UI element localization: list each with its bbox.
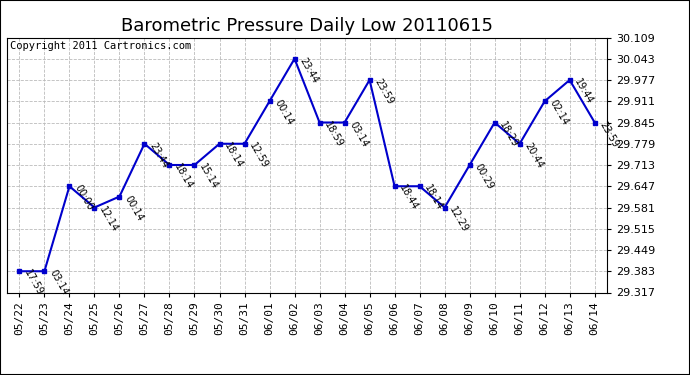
Text: 18:14: 18:14	[172, 162, 195, 191]
Text: 00:14: 00:14	[122, 194, 145, 223]
Text: 17:59: 17:59	[22, 268, 45, 298]
Text: 18:14: 18:14	[222, 141, 245, 170]
Text: 15:14: 15:14	[197, 162, 220, 191]
Text: 03:14: 03:14	[347, 120, 370, 149]
Text: 18:29: 18:29	[497, 120, 520, 149]
Text: 18:14: 18:14	[422, 183, 445, 213]
Text: 12:14: 12:14	[97, 205, 120, 234]
Text: 19:44: 19:44	[573, 77, 595, 106]
Text: 00:29: 00:29	[473, 162, 495, 191]
Text: 12:59: 12:59	[247, 141, 270, 170]
Text: 18:44: 18:44	[397, 183, 420, 213]
Text: 00:00: 00:00	[72, 183, 95, 213]
Text: 18:59: 18:59	[322, 120, 345, 149]
Text: 23:59: 23:59	[598, 120, 620, 149]
Text: 12:29: 12:29	[447, 205, 470, 234]
Title: Barometric Pressure Daily Low 20110615: Barometric Pressure Daily Low 20110615	[121, 16, 493, 34]
Text: 23:44: 23:44	[147, 141, 170, 170]
Text: Copyright 2011 Cartronics.com: Copyright 2011 Cartronics.com	[10, 41, 191, 51]
Text: 23:44: 23:44	[297, 56, 320, 85]
Text: 20:44: 20:44	[522, 141, 545, 170]
Text: 02:14: 02:14	[547, 99, 570, 128]
Text: 23:59: 23:59	[373, 77, 395, 106]
Text: 00:14: 00:14	[273, 99, 295, 128]
Text: 03:14: 03:14	[47, 268, 70, 297]
